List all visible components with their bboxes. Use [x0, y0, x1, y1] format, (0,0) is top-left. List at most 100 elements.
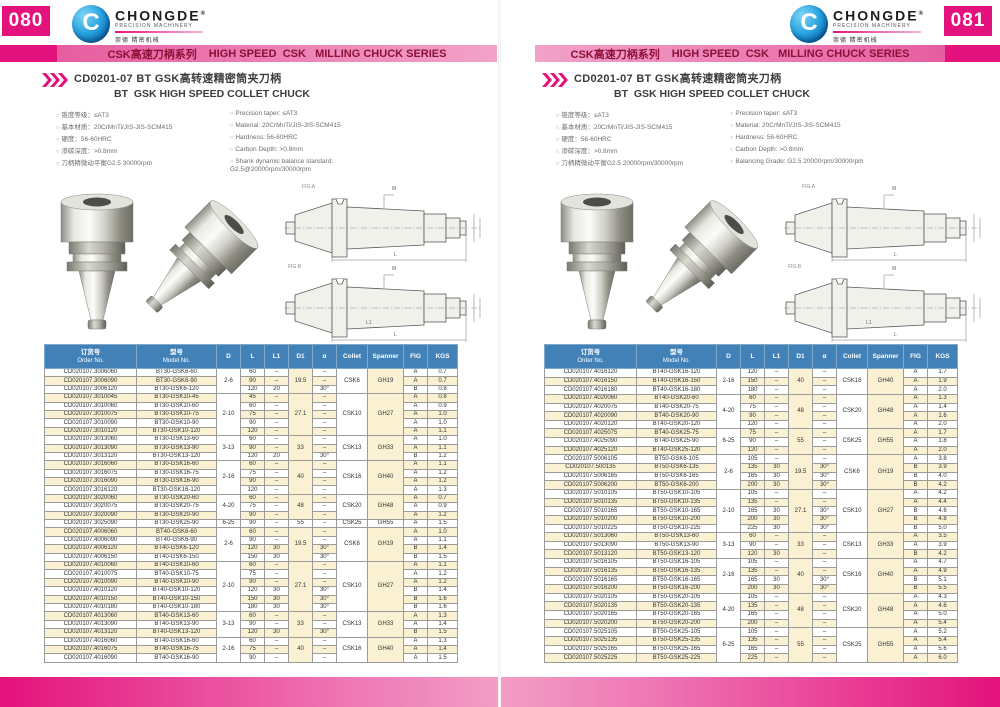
cell-kgs: 1.4: [427, 544, 458, 554]
cell-fig: A: [903, 558, 928, 568]
fig-b-label: FIG.B: [788, 264, 802, 270]
spec-item: Material: 20CrMnTi/JIS-JIS-SCM415: [230, 122, 425, 130]
cell-spanner: GH55: [867, 627, 904, 663]
cell-l1: 30: [764, 514, 789, 525]
cell-order: CD020107.5025225: [544, 653, 637, 663]
cell-model: BT50-GSK13-60: [636, 532, 717, 542]
cell-l1: 20: [264, 451, 289, 462]
cell-alpha: –: [812, 592, 837, 603]
cell-alpha: 30°: [812, 471, 837, 482]
cell-fig: B: [903, 471, 928, 482]
cell-l1: 30: [264, 628, 289, 638]
cell-kgs: 4.2: [927, 549, 958, 560]
cell-kgs: 2.0: [927, 385, 958, 395]
cell-l: 135: [740, 635, 765, 646]
table-row: CD020107.3010075 BT30-GSK10-75 75– – A 1.0: [44, 409, 458, 420]
series-banner-en: HIGH SPEED CSK MILLING CHUCK SERIES: [671, 47, 910, 60]
table-row: CD020107.4016075 BT40-GSK16-75 75– – A 1.4: [44, 644, 458, 655]
cell-l: 120: [240, 451, 265, 462]
cell-l: 135: [740, 497, 765, 508]
cell-d: 2-10: [716, 488, 741, 534]
column-header: L1: [264, 344, 289, 369]
column-header: KGS: [927, 344, 958, 369]
cell-l: 90: [240, 577, 265, 588]
cell-model: BT40-GSK16-75: [136, 644, 217, 655]
cell-l: 150: [740, 376, 765, 387]
cell-fig: B: [903, 584, 928, 594]
cell-order: CD020107.4016180: [544, 385, 637, 395]
cell-l1: 30: [264, 586, 289, 596]
spec-list-en: Precision taper: ≤AT3 Material: 20CrMnTi/…: [730, 110, 925, 170]
spec-item: 刀柄精微动平衡G2.5 30000rpm: [56, 160, 251, 168]
cell-model: BT50-GSK20-165: [636, 609, 717, 620]
cell-l1: –: [764, 644, 789, 655]
cell-order: CD020107.5016200: [544, 584, 637, 594]
cell-order: CD020107.5006105: [544, 454, 637, 465]
table-row: CD020107.5020105 BT50-GSK20-105 4-20 105–48…: [544, 592, 958, 629]
cell-fig: A: [403, 636, 428, 646]
product-title: CD0201-07 BT GSK高转速精密筒夹刀柄 BT GSK HIGH SP…: [42, 70, 310, 100]
cell-fig: A: [903, 635, 928, 646]
cell-l1: –: [264, 619, 289, 630]
cell-model: BT50-GSK10-200: [636, 514, 717, 525]
cell-order: CD020107.5020135: [544, 601, 637, 611]
table-header: 订货号 Order No. 型号 Model No. D L L1 D1 α Collet Span…: [544, 344, 958, 369]
cell-collet: CSK13: [836, 532, 868, 560]
cell-model: BT50-GSK25-105: [636, 627, 717, 637]
cell-l1: –: [764, 592, 789, 603]
cell-order: CD020107.5016135: [544, 566, 637, 577]
cell-spanner: GH19: [367, 527, 404, 562]
cell-l: 90: [240, 376, 265, 386]
cell-model: BT30-GSK16-90: [136, 477, 217, 487]
cell-fig: A: [403, 527, 428, 537]
cell-alpha: 30°: [312, 594, 337, 604]
cell-alpha: –: [312, 577, 337, 588]
cell-order: CD020107.4020090: [544, 411, 637, 421]
cell-kgs: 5.1: [927, 575, 958, 585]
cell-order: CD020107.5025165: [544, 644, 637, 655]
product-title-en: BT GSK HIGH SPEED COLLET CHUCK: [614, 88, 811, 100]
dim-l-label: L: [394, 332, 397, 338]
cell-d1: 40: [788, 558, 813, 594]
series-banner-cn: CSK高速刀柄系列: [570, 48, 660, 61]
cell-order: CD020107.5020165: [544, 609, 637, 620]
column-header: 订货号 Order No.: [44, 344, 137, 369]
table-row: CD020107.4016180 BT40-GSK16-180 180– – A 2.0: [544, 385, 958, 395]
spec-list-en: Precision taper: ≤AT3 Material: 20CrMnTi/…: [230, 110, 425, 177]
cell-kgs: 1.0: [427, 418, 458, 428]
cell-model: BT30-GSK10-75: [136, 409, 217, 420]
dim-m-label: M: [892, 266, 897, 272]
title-lines: CD0201-07 BT GSK高转速精密筒夹刀柄 BT GSK HIGH SP…: [74, 70, 310, 100]
cell-l: 120: [240, 544, 265, 554]
cell-model: BT30-GSK13-90: [136, 443, 217, 453]
cell-model: BT30-GSK10-120: [136, 426, 217, 437]
cell-kgs: 4.2: [927, 488, 958, 499]
cell-l: 105: [740, 592, 765, 603]
cell-order: CD020107.4006150: [44, 552, 137, 563]
cell-fig: B: [903, 523, 928, 534]
column-header: Collet: [336, 344, 368, 369]
cell-order: CD020107.5020200: [544, 618, 637, 629]
registered-mark: ®: [200, 11, 205, 17]
cell-fig: A: [903, 653, 928, 663]
cell-fig: A: [903, 393, 928, 404]
cell-l1: –: [264, 611, 289, 621]
column-header: 型号 Model No.: [636, 344, 717, 369]
chongde-globe-icon: C: [790, 5, 828, 43]
cell-model: BT50-GSK10-225: [636, 523, 717, 534]
cell-alpha: –: [812, 402, 837, 413]
cell-fig: A: [903, 609, 928, 620]
cell-l1: –: [264, 485, 289, 495]
cell-kgs: 2.0: [927, 445, 958, 456]
table-row: CD020107.4010060 BT40-GSK10-60 2-10 60–27.1…: [44, 560, 458, 613]
table-row: CD020107.3025090 BT30-GSK25-90 6-25 90–55– C…: [44, 519, 458, 529]
cell-alpha: 30°: [312, 586, 337, 596]
cell-order: CD020107.5013120: [544, 549, 637, 560]
cell-fig: A: [903, 592, 928, 603]
cell-model: BT40-GSK25-75: [636, 428, 717, 439]
cell-l1: 30: [264, 544, 289, 554]
table-row: CD020107.5025105 BT50-GSK25-105 6-25 105–55…: [544, 627, 958, 663]
cell-alpha: –: [312, 560, 337, 571]
cell-alpha: 30°: [812, 514, 837, 525]
cell-fig: A: [903, 540, 928, 551]
